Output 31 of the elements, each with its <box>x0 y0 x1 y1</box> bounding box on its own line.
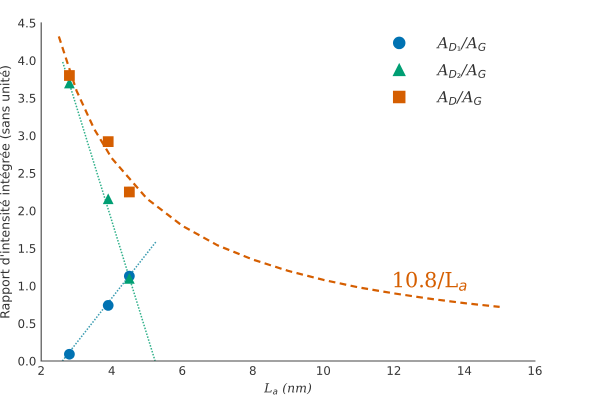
y-tick-label: 2.0 <box>18 206 36 216</box>
legend-label: A$_{D₁}$/A$_{G}$ <box>436 37 486 51</box>
y-tick-label: 4.0 <box>18 56 36 66</box>
legend-label: A$_{D}$/A$_{G}$ <box>436 91 482 105</box>
y-tick-label: 1.0 <box>18 282 36 291</box>
legend-label: A$_{D₂}$/A$_{G}$ <box>436 64 486 78</box>
y-tick-label: 3.0 <box>18 131 36 140</box>
x-axis-title: L$_{a}$ (nm) <box>264 382 312 395</box>
annotation: 10.8/L$_{a}$ <box>394 272 466 291</box>
x-tick-label: 16 <box>528 366 542 375</box>
point <box>124 186 135 198</box>
y-tick-label: 0.5 <box>18 319 36 328</box>
line-series <box>58 35 501 308</box>
y-tick-label: 3.5 <box>18 94 36 103</box>
y-tick-label: 4.5 <box>18 18 36 28</box>
y-tick-label: 1.5 <box>18 244 36 253</box>
x-tick-label: 8 <box>250 366 256 375</box>
point <box>64 70 75 81</box>
point <box>102 193 114 204</box>
x-tick-label: 6 <box>179 366 186 375</box>
y-tick-label: 0.0 <box>18 356 36 366</box>
point <box>124 272 135 284</box>
x-tick-label: 14 <box>458 366 472 375</box>
point <box>64 348 75 360</box>
point <box>102 136 114 147</box>
point <box>102 300 114 311</box>
x-tick-label: 2 <box>38 366 44 375</box>
x-tick-label: 4 <box>108 366 115 375</box>
x-tick-label: 10 <box>317 366 330 375</box>
x-tick-label: 12 <box>388 366 400 375</box>
y-tick-label: 2.5 <box>18 168 36 178</box>
